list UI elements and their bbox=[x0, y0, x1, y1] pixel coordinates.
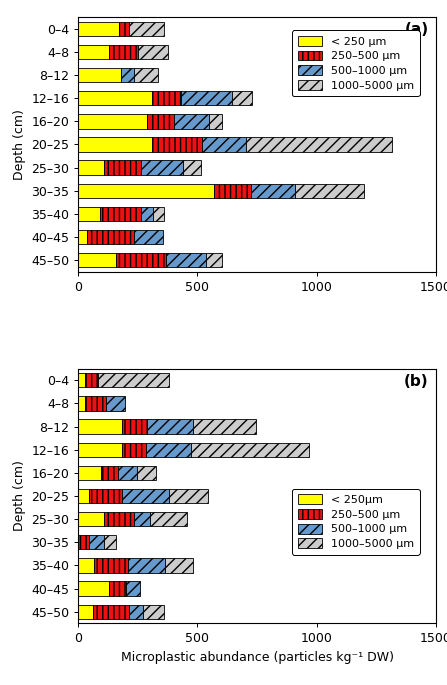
Legend: < 250 μm, 250–500 μm, 500–1000 μm, 1000–5000 μm: < 250 μm, 250–500 μm, 500–1000 μm, 1000–… bbox=[292, 30, 420, 96]
Bar bbox=[246, 137, 392, 151]
Bar bbox=[166, 253, 206, 267]
Bar bbox=[134, 230, 163, 245]
Bar bbox=[98, 373, 169, 388]
Bar bbox=[105, 535, 116, 549]
Bar bbox=[78, 535, 89, 549]
X-axis label: Microplastic abundance (particles kg⁻¹ DW): Microplastic abundance (particles kg⁻¹ D… bbox=[121, 651, 393, 664]
Bar bbox=[214, 184, 251, 198]
Bar bbox=[78, 419, 122, 434]
Bar bbox=[78, 512, 105, 526]
Bar bbox=[119, 21, 130, 36]
Bar bbox=[105, 160, 141, 175]
Bar bbox=[183, 160, 201, 175]
Bar bbox=[122, 489, 169, 503]
Bar bbox=[78, 21, 119, 36]
Bar bbox=[251, 184, 295, 198]
Bar bbox=[143, 605, 164, 619]
Bar bbox=[85, 396, 105, 410]
Bar bbox=[128, 558, 165, 573]
Text: (b): (b) bbox=[404, 374, 429, 388]
Bar bbox=[206, 253, 223, 267]
Bar bbox=[137, 466, 156, 480]
Bar bbox=[109, 45, 138, 59]
Bar bbox=[193, 419, 256, 434]
Bar bbox=[134, 512, 150, 526]
Bar bbox=[118, 466, 137, 480]
Bar bbox=[152, 137, 202, 151]
Bar bbox=[122, 443, 146, 457]
Bar bbox=[78, 253, 116, 267]
Bar bbox=[165, 558, 193, 573]
Bar bbox=[130, 605, 143, 619]
Bar bbox=[295, 184, 364, 198]
Bar bbox=[202, 137, 246, 151]
Bar bbox=[78, 184, 214, 198]
Bar bbox=[148, 419, 193, 434]
Bar bbox=[105, 512, 134, 526]
Y-axis label: Depth (cm): Depth (cm) bbox=[13, 109, 25, 180]
Bar bbox=[78, 91, 152, 105]
Bar bbox=[153, 207, 164, 221]
Bar bbox=[181, 91, 232, 105]
Bar bbox=[85, 373, 98, 388]
Bar bbox=[101, 466, 118, 480]
Bar bbox=[78, 396, 85, 410]
Bar bbox=[169, 489, 208, 503]
Bar bbox=[138, 45, 168, 59]
Bar bbox=[78, 137, 152, 151]
Bar bbox=[78, 605, 93, 619]
Bar bbox=[141, 207, 153, 221]
Bar bbox=[191, 443, 309, 457]
Y-axis label: Depth (cm): Depth (cm) bbox=[13, 460, 25, 532]
Bar bbox=[78, 160, 105, 175]
Bar bbox=[78, 373, 85, 388]
Bar bbox=[78, 582, 109, 596]
Bar bbox=[116, 253, 166, 267]
Bar bbox=[78, 68, 121, 82]
Bar bbox=[152, 91, 181, 105]
Bar bbox=[89, 535, 105, 549]
Bar bbox=[78, 489, 89, 503]
Bar bbox=[150, 512, 187, 526]
Bar bbox=[121, 68, 134, 82]
Bar bbox=[148, 114, 173, 129]
Bar bbox=[173, 114, 209, 129]
Bar bbox=[105, 396, 125, 410]
Bar bbox=[122, 419, 148, 434]
Bar bbox=[93, 605, 130, 619]
Bar bbox=[100, 207, 141, 221]
Bar bbox=[78, 230, 87, 245]
Bar bbox=[94, 558, 128, 573]
Bar bbox=[141, 160, 183, 175]
Bar bbox=[126, 582, 140, 596]
Bar bbox=[78, 466, 101, 480]
Text: (a): (a) bbox=[405, 22, 429, 37]
Bar bbox=[78, 45, 109, 59]
Bar bbox=[146, 443, 191, 457]
Bar bbox=[87, 230, 134, 245]
Bar bbox=[209, 114, 223, 129]
Bar bbox=[232, 91, 252, 105]
Bar bbox=[89, 489, 122, 503]
Bar bbox=[78, 207, 100, 221]
Bar bbox=[130, 21, 164, 36]
Bar bbox=[109, 582, 126, 596]
Bar bbox=[134, 68, 158, 82]
Bar bbox=[78, 558, 94, 573]
Legend: < 250μm, 250–500 μm, 500–1000 μm, 1000–5000 μm: < 250μm, 250–500 μm, 500–1000 μm, 1000–5… bbox=[292, 489, 420, 555]
Bar bbox=[78, 443, 122, 457]
Bar bbox=[78, 114, 148, 129]
